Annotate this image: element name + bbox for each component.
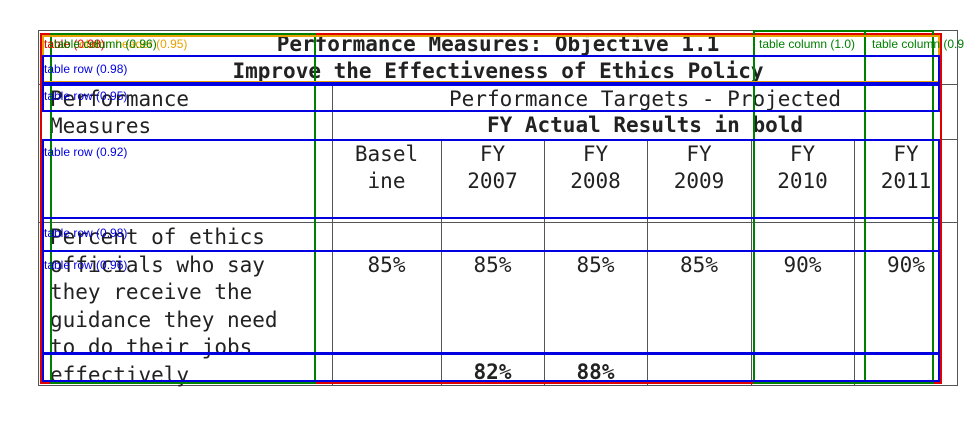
- target-value-fy2008: 85%: [576, 252, 615, 277]
- actual-value-fy2007: 82%: [473, 360, 512, 384]
- measure-text-line3: they receive the: [50, 280, 253, 304]
- target-value-fy2010: 90%: [783, 252, 822, 277]
- col-divider-2010: [854, 139, 855, 386]
- target-value-baseline: 85%: [367, 252, 406, 277]
- col-heading-fy2010-line2: 2010: [777, 169, 828, 193]
- col-heading-fy2011-line1: FY: [893, 142, 919, 166]
- measure-text-line4: guidance they need: [50, 307, 278, 332]
- col-heading-fy2007-line1: FY: [479, 142, 506, 166]
- table-title: Performance Measures: Objective 1.1: [276, 32, 720, 56]
- table-subtitle: Improve the Effectiveness of Ethics Poli…: [232, 59, 764, 83]
- measures-heading-line1: Performance: [50, 87, 190, 111]
- col-heading-fy2008-line1: FY: [582, 142, 609, 166]
- measure-text-line1: Percent of ethics: [50, 225, 265, 249]
- col-heading-fy2010-line1: FY: [789, 142, 816, 166]
- actual-value-fy2008: 88%: [576, 360, 615, 384]
- rule-below-column-headings: [38, 222, 958, 223]
- measure-text-line6: effectively: [50, 362, 190, 387]
- rule-below-subtitle: [38, 84, 958, 85]
- target-value-fy2009: 85%: [680, 252, 718, 277]
- actuals-note: FY Actual Results in bold: [486, 113, 804, 137]
- target-value-fy2011: 90%: [887, 252, 925, 277]
- col-divider-2008: [647, 139, 648, 386]
- col-divider-2009: [751, 139, 752, 386]
- col-heading-fy2009-line2: 2009: [673, 169, 725, 193]
- measure-text-line2: officials who say: [50, 252, 265, 277]
- measure-text-line5: to do their jobs: [50, 335, 253, 359]
- table-frame: [38, 30, 958, 386]
- col-heading-baseline-line2: ine: [367, 169, 406, 193]
- col-heading-fy2008-line2: 2008: [570, 169, 621, 193]
- col-divider-2007: [544, 139, 545, 386]
- col-heading-fy2007-line2: 2007: [467, 169, 518, 193]
- measures-heading-line2: Measures: [50, 114, 152, 138]
- col-heading-fy2011-line2: 2011: [880, 169, 932, 193]
- col-heading-fy2009-line1: FY: [686, 142, 712, 166]
- col-heading-baseline-line1: Basel: [354, 142, 419, 166]
- col-divider-baseline: [441, 139, 442, 386]
- col-divider-measures: [332, 84, 333, 386]
- target-value-fy2007: 85%: [473, 252, 512, 277]
- targets-heading: Performance Targets - Projected: [449, 87, 841, 111]
